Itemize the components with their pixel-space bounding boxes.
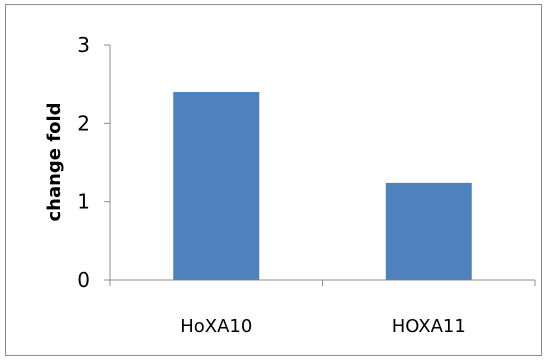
y-tick-label: 2 bbox=[77, 111, 90, 135]
y-axis-title: change fold bbox=[44, 102, 65, 221]
y-tick-label: 0 bbox=[77, 268, 90, 292]
y-tick-label: 1 bbox=[77, 190, 90, 214]
bar-hoxa11 bbox=[385, 182, 472, 280]
y-tick-label: 3 bbox=[77, 33, 90, 57]
x-category-label: HoXA10 bbox=[180, 316, 252, 337]
chart-frame bbox=[5, 4, 542, 356]
x-category-label: HOXA11 bbox=[392, 316, 466, 337]
plot-area: 0 1 2 3 HoXA10 HOXA11 bbox=[77, 33, 536, 337]
bar-hoxa10 bbox=[173, 92, 260, 280]
